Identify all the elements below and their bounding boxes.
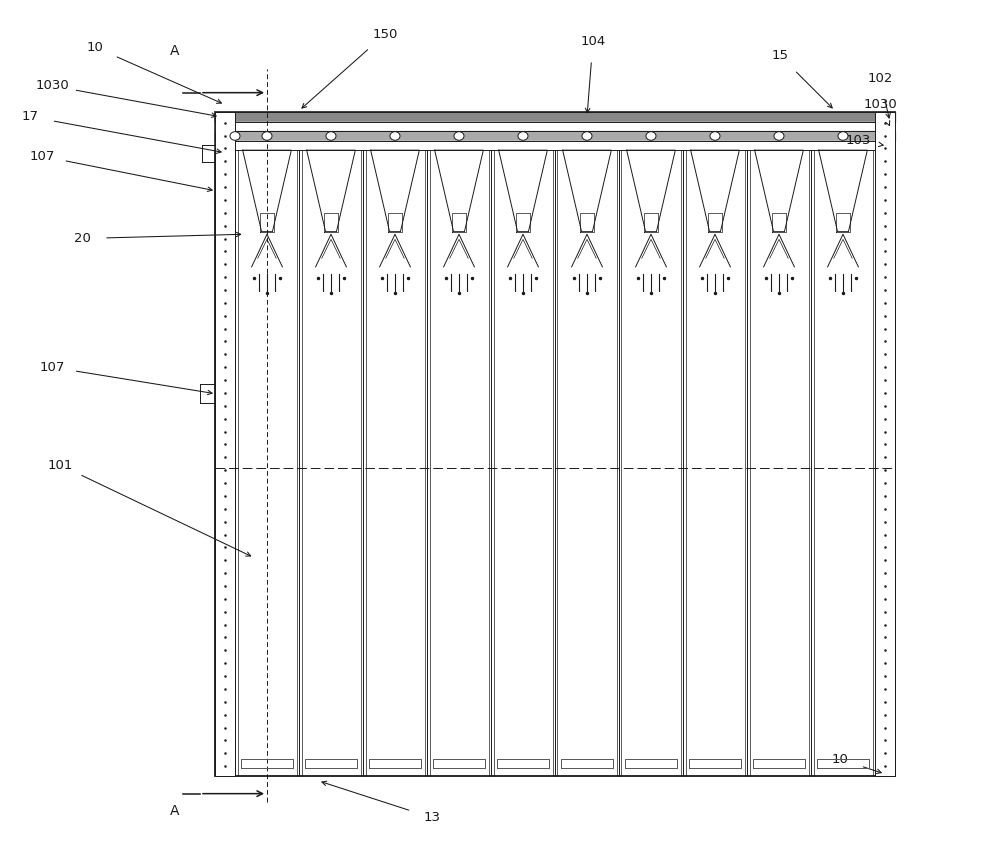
Text: 107: 107: [39, 360, 65, 374]
Circle shape: [710, 132, 720, 140]
Bar: [215, 112, 235, 776]
Text: 20: 20: [74, 232, 90, 245]
Circle shape: [262, 132, 272, 140]
Bar: [875, 112, 895, 776]
Text: 17: 17: [22, 110, 38, 124]
Circle shape: [774, 132, 784, 140]
Circle shape: [582, 132, 592, 140]
Text: 101: 101: [47, 458, 73, 472]
Bar: [215, 112, 895, 776]
Text: A: A: [170, 45, 180, 58]
Text: A: A: [170, 804, 180, 818]
Text: 1030: 1030: [35, 79, 69, 93]
Text: 103: 103: [845, 134, 871, 148]
Text: 1030: 1030: [863, 98, 897, 112]
Text: 13: 13: [424, 811, 440, 825]
Text: 102: 102: [867, 72, 893, 86]
Circle shape: [518, 132, 528, 140]
Circle shape: [326, 132, 336, 140]
Circle shape: [646, 132, 656, 140]
Text: 15: 15: [772, 49, 788, 63]
Circle shape: [454, 132, 464, 140]
Text: 10: 10: [832, 752, 848, 766]
Text: 104: 104: [580, 34, 606, 48]
Circle shape: [230, 132, 240, 140]
Circle shape: [838, 132, 848, 140]
Text: 107: 107: [29, 149, 55, 163]
Text: 10: 10: [87, 40, 103, 54]
Circle shape: [390, 132, 400, 140]
Text: 150: 150: [372, 27, 398, 41]
